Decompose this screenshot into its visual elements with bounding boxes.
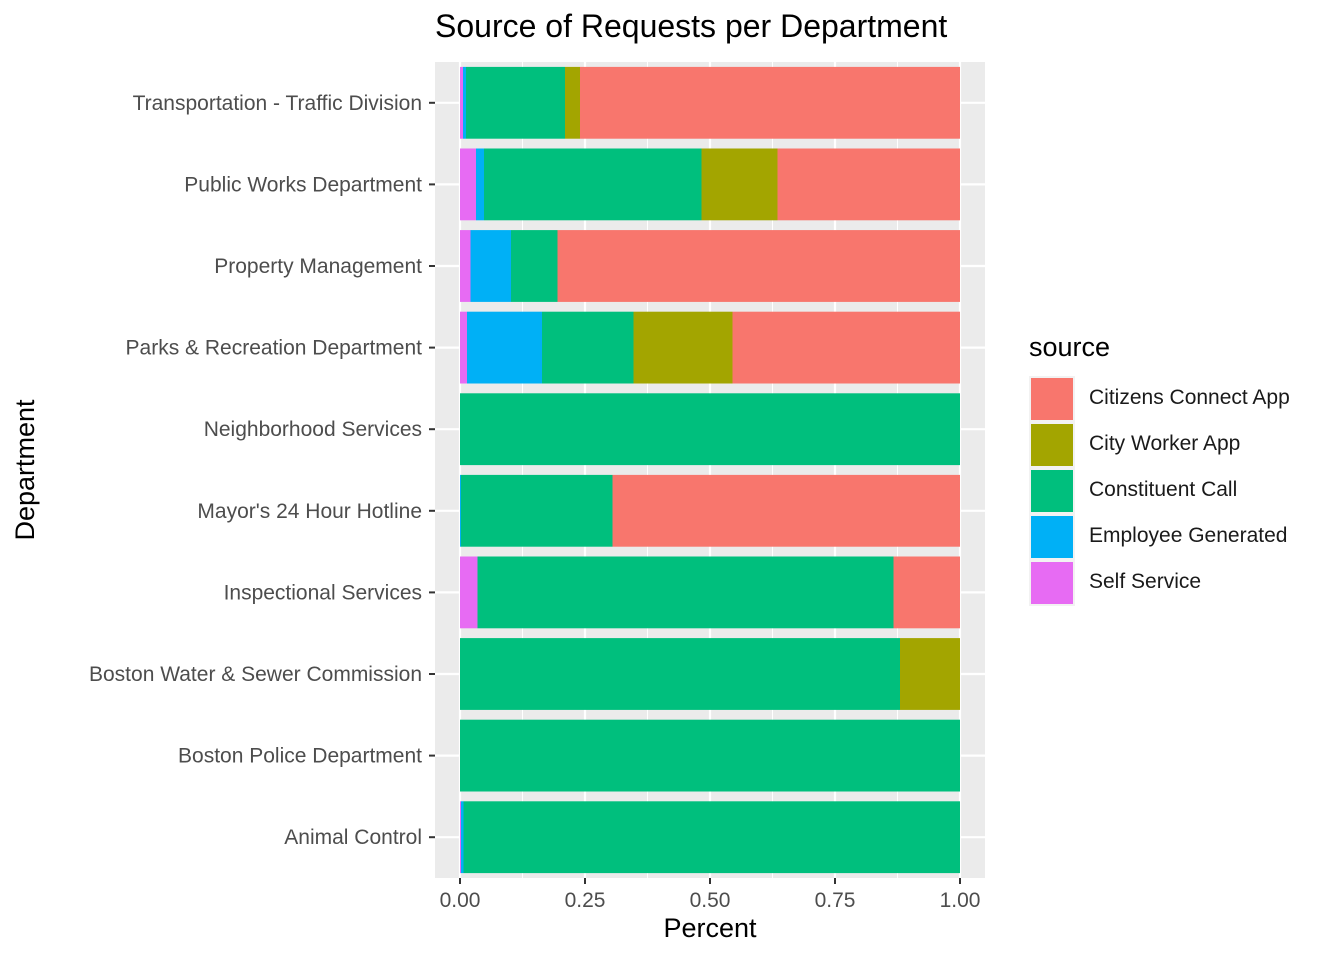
y-tick-label: Neighborhood Services [204, 418, 422, 441]
bar-self-service [460, 311, 467, 384]
legend-key [1029, 560, 1075, 606]
legend-label: Constituent Call [1089, 478, 1238, 501]
bar-employee-generated [476, 148, 484, 221]
y-tick-label: Animal Control [284, 826, 422, 849]
bar-employee-generated [460, 474, 461, 547]
legend-label: Self Service [1089, 570, 1202, 593]
bar-city-worker-app [565, 66, 580, 139]
bar-employee-generated [470, 230, 511, 302]
y-tick-label: Inspectional Services [224, 581, 422, 604]
bar-city-worker-app [900, 638, 960, 710]
bar-citizens-connect-app [557, 230, 960, 302]
y-tick-label: Public Works Department [184, 173, 422, 196]
bar-constituent-call [460, 393, 960, 466]
legend-label: Citizens Connect App [1089, 386, 1290, 409]
y-tick-label: Parks & Recreation Department [126, 337, 423, 360]
bar-constituent-call [484, 148, 702, 221]
bar-citizens-connect-app [732, 311, 960, 384]
legend-key [1029, 468, 1075, 514]
y-tick-label: Property Management [214, 255, 422, 278]
legend-label: Employee Generated [1089, 524, 1288, 547]
bar-employee-generated [467, 311, 542, 384]
bar-city-worker-app [633, 311, 733, 384]
legend-key [1029, 376, 1075, 422]
bar-citizens-connect-app [612, 474, 960, 547]
bar-employee-generated [463, 66, 466, 139]
y-tick-label: Mayor's 24 Hour Hotline [197, 500, 422, 523]
chart-title: Source of Requests per Department [435, 8, 948, 44]
x-tick-label: 0.75 [815, 889, 856, 912]
bar-self-service [460, 556, 478, 629]
bar-self-service [460, 230, 471, 302]
legend-title: source [1029, 332, 1111, 362]
y-axis-label: Department [10, 399, 40, 541]
legend-key [1029, 514, 1075, 560]
y-tick-label: Transportation - Traffic Division [133, 92, 422, 115]
bar-self-service [460, 801, 461, 874]
bar-constituent-call [463, 801, 960, 874]
x-tick-label: 0.25 [565, 889, 606, 912]
bar-citizens-connect-app [777, 148, 960, 221]
bar-constituent-call [542, 311, 634, 384]
bar-employee-generated [461, 801, 464, 874]
x-tick-label: 0.00 [440, 889, 481, 912]
bar-citizens-connect-app [580, 66, 960, 139]
bar-constituent-call [461, 474, 613, 547]
y-tick-label: Boston Water & Sewer Commission [89, 663, 422, 686]
y-tick-label: Boston Police Department [178, 745, 422, 768]
bar-constituent-call [460, 719, 960, 792]
bar-city-worker-app [701, 148, 778, 221]
bar-self-service [460, 148, 476, 221]
legend-label: City Worker App [1089, 432, 1241, 455]
bar-constituent-call [460, 638, 900, 710]
bar-constituent-call [477, 556, 894, 629]
bar-constituent-call [466, 66, 565, 139]
x-axis-label: Percent [663, 913, 757, 943]
bar-self-service [460, 66, 463, 139]
x-tick-label: 0.50 [690, 889, 731, 912]
bar-constituent-call [511, 230, 558, 302]
bar-citizens-connect-app [893, 556, 960, 629]
x-tick-label: 1.00 [940, 889, 981, 912]
legend-key [1029, 422, 1075, 468]
